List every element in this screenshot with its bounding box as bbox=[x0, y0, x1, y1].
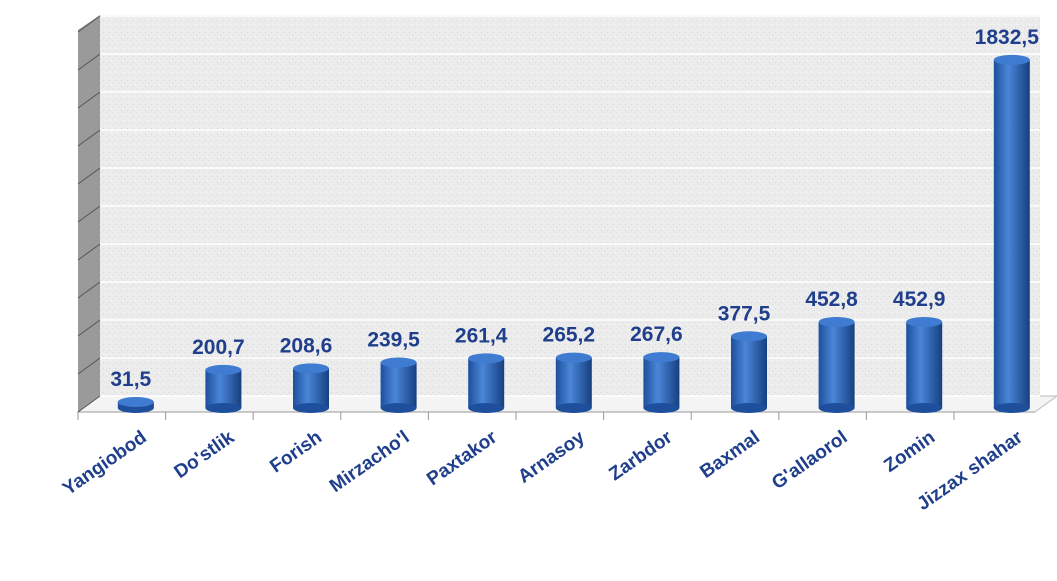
x-tick-label: Zarbdor bbox=[605, 427, 676, 486]
bar-cap bbox=[818, 316, 855, 327]
bar-cap bbox=[293, 363, 329, 374]
value-label: 239,5 bbox=[367, 328, 420, 351]
value-label: 1832,5 bbox=[975, 26, 1040, 49]
bar-cap bbox=[731, 331, 767, 342]
grid-line bbox=[77, 243, 101, 261]
x-tick-label: G'allaorol bbox=[768, 427, 851, 494]
x-tick-label: Yangiobod bbox=[59, 427, 151, 500]
grid-line bbox=[77, 167, 101, 185]
grid-line bbox=[77, 357, 101, 375]
bar bbox=[555, 357, 592, 408]
x-tick-label: Forish bbox=[266, 427, 326, 478]
bar-base bbox=[818, 403, 855, 413]
bar bbox=[643, 357, 680, 408]
bar bbox=[906, 321, 943, 408]
bar bbox=[468, 358, 505, 408]
x-tick-label: Mirzacho'l bbox=[326, 427, 414, 497]
bar bbox=[731, 336, 767, 408]
bar-cap bbox=[993, 54, 1030, 65]
bar-cap bbox=[380, 357, 417, 368]
bar-base bbox=[906, 403, 943, 413]
grid-line bbox=[77, 91, 101, 109]
bar-base bbox=[293, 403, 329, 413]
bar-base bbox=[468, 403, 505, 413]
bar-cap bbox=[906, 316, 943, 327]
x-tick-label: Do'stlik bbox=[171, 427, 239, 483]
bar-base bbox=[643, 403, 680, 413]
bar bbox=[380, 362, 417, 408]
bar-cap bbox=[643, 352, 680, 363]
value-label: 377,5 bbox=[718, 302, 771, 325]
bar bbox=[818, 321, 855, 408]
grid-line bbox=[77, 319, 101, 337]
value-label: 200,7 bbox=[192, 336, 245, 359]
x-tick-label: Baxmal bbox=[696, 427, 763, 483]
bar-base bbox=[380, 403, 417, 413]
bar-base bbox=[205, 403, 242, 413]
x-tick-label: Paxtakor bbox=[423, 427, 501, 491]
grid-line bbox=[77, 281, 101, 299]
grid-line bbox=[77, 53, 101, 71]
bar bbox=[293, 368, 329, 408]
grid-line bbox=[77, 395, 101, 413]
value-label: 208,6 bbox=[280, 334, 333, 357]
bar-base bbox=[555, 403, 592, 413]
grid-line bbox=[77, 15, 101, 33]
bar-cap bbox=[555, 352, 592, 363]
bar bbox=[205, 369, 242, 408]
value-label: 265,2 bbox=[543, 324, 596, 347]
value-label: 261,4 bbox=[455, 324, 508, 347]
value-label: 452,8 bbox=[805, 288, 858, 311]
value-label: 267,6 bbox=[630, 323, 683, 346]
x-tick-label: Arnasoy bbox=[514, 427, 589, 488]
bar-cap bbox=[117, 397, 154, 408]
grid-line bbox=[77, 205, 101, 223]
bar-base bbox=[731, 403, 767, 413]
x-tick-label: Zomin bbox=[880, 427, 939, 477]
bar bbox=[993, 59, 1030, 408]
grid-line bbox=[77, 129, 101, 147]
bar-cap bbox=[205, 364, 242, 375]
bar-cap bbox=[468, 353, 505, 364]
bar-base bbox=[993, 403, 1030, 413]
value-label: 452,9 bbox=[893, 288, 946, 311]
value-label: 31,5 bbox=[110, 368, 151, 391]
